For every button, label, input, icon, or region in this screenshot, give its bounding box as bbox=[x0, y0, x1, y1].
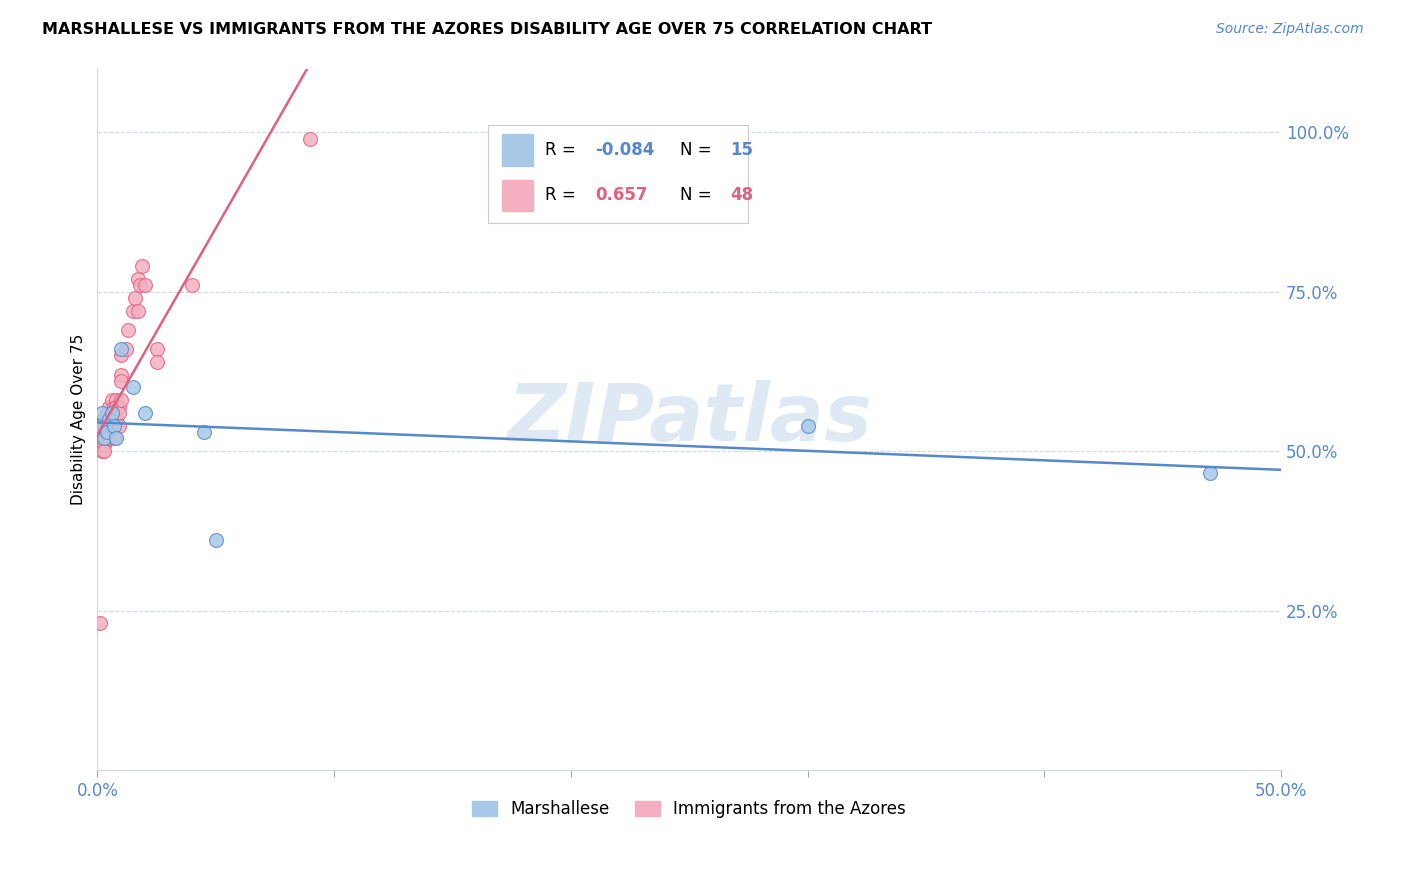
Text: -0.084: -0.084 bbox=[595, 141, 654, 159]
Point bbox=[107, 406, 129, 420]
Point bbox=[193, 425, 215, 439]
Point bbox=[93, 431, 115, 445]
Point bbox=[103, 431, 125, 445]
Point bbox=[105, 393, 128, 408]
Point bbox=[134, 406, 156, 420]
Point bbox=[98, 431, 121, 445]
Text: 48: 48 bbox=[730, 186, 754, 204]
Point bbox=[91, 431, 114, 445]
Text: N =: N = bbox=[681, 141, 717, 159]
Point bbox=[103, 418, 125, 433]
Point bbox=[100, 406, 122, 420]
Point bbox=[96, 406, 118, 420]
Point bbox=[107, 418, 129, 433]
Point bbox=[98, 412, 121, 426]
Point bbox=[100, 406, 122, 420]
Point bbox=[103, 412, 125, 426]
Point bbox=[93, 431, 115, 445]
Point bbox=[105, 412, 128, 426]
Point bbox=[110, 374, 132, 388]
Point bbox=[110, 342, 132, 356]
Point bbox=[131, 259, 153, 273]
Point bbox=[96, 431, 118, 445]
Point bbox=[110, 393, 132, 408]
Bar bbox=[502, 135, 533, 166]
Point bbox=[98, 425, 121, 439]
Point bbox=[100, 418, 122, 433]
Point bbox=[796, 418, 818, 433]
Text: R =: R = bbox=[546, 141, 581, 159]
Point bbox=[98, 400, 121, 414]
Point bbox=[121, 303, 143, 318]
Point bbox=[114, 342, 136, 356]
Point bbox=[103, 418, 125, 433]
Point bbox=[1199, 467, 1222, 481]
Point bbox=[105, 400, 128, 414]
Text: MARSHALLESE VS IMMIGRANTS FROM THE AZORES DISABILITY AGE OVER 75 CORRELATION CHA: MARSHALLESE VS IMMIGRANTS FROM THE AZORE… bbox=[42, 22, 932, 37]
Text: N =: N = bbox=[681, 186, 717, 204]
Point bbox=[93, 418, 115, 433]
Text: Source: ZipAtlas.com: Source: ZipAtlas.com bbox=[1216, 22, 1364, 37]
Point bbox=[124, 291, 146, 305]
Point bbox=[110, 349, 132, 363]
Point bbox=[89, 418, 111, 433]
Point bbox=[93, 438, 115, 452]
Point bbox=[127, 272, 149, 286]
Point bbox=[93, 412, 115, 426]
Point bbox=[127, 303, 149, 318]
Point bbox=[121, 380, 143, 394]
Point bbox=[91, 425, 114, 439]
Point bbox=[96, 425, 118, 439]
Point bbox=[145, 342, 167, 356]
Point bbox=[129, 278, 152, 293]
Point bbox=[89, 431, 111, 445]
Point bbox=[134, 278, 156, 293]
Point bbox=[181, 278, 204, 293]
Point bbox=[117, 323, 139, 337]
Point bbox=[96, 418, 118, 433]
Point bbox=[145, 355, 167, 369]
FancyBboxPatch shape bbox=[488, 125, 748, 223]
Legend: Marshallese, Immigrants from the Azores: Marshallese, Immigrants from the Azores bbox=[465, 794, 912, 825]
Point bbox=[103, 400, 125, 414]
Point bbox=[93, 444, 115, 458]
Point bbox=[105, 431, 128, 445]
Text: ZIPatlas: ZIPatlas bbox=[506, 380, 872, 458]
Point bbox=[91, 444, 114, 458]
Point bbox=[91, 406, 114, 420]
Bar bbox=[502, 179, 533, 211]
Point bbox=[89, 418, 111, 433]
Point bbox=[89, 616, 111, 631]
Point bbox=[103, 406, 125, 420]
Point bbox=[98, 412, 121, 426]
Text: 15: 15 bbox=[730, 141, 752, 159]
Point bbox=[204, 533, 226, 548]
Text: 0.657: 0.657 bbox=[595, 186, 647, 204]
Point bbox=[100, 393, 122, 408]
Text: R =: R = bbox=[546, 186, 581, 204]
Point bbox=[110, 368, 132, 382]
Y-axis label: Disability Age Over 75: Disability Age Over 75 bbox=[72, 334, 86, 505]
Point bbox=[299, 131, 322, 145]
Point bbox=[107, 400, 129, 414]
